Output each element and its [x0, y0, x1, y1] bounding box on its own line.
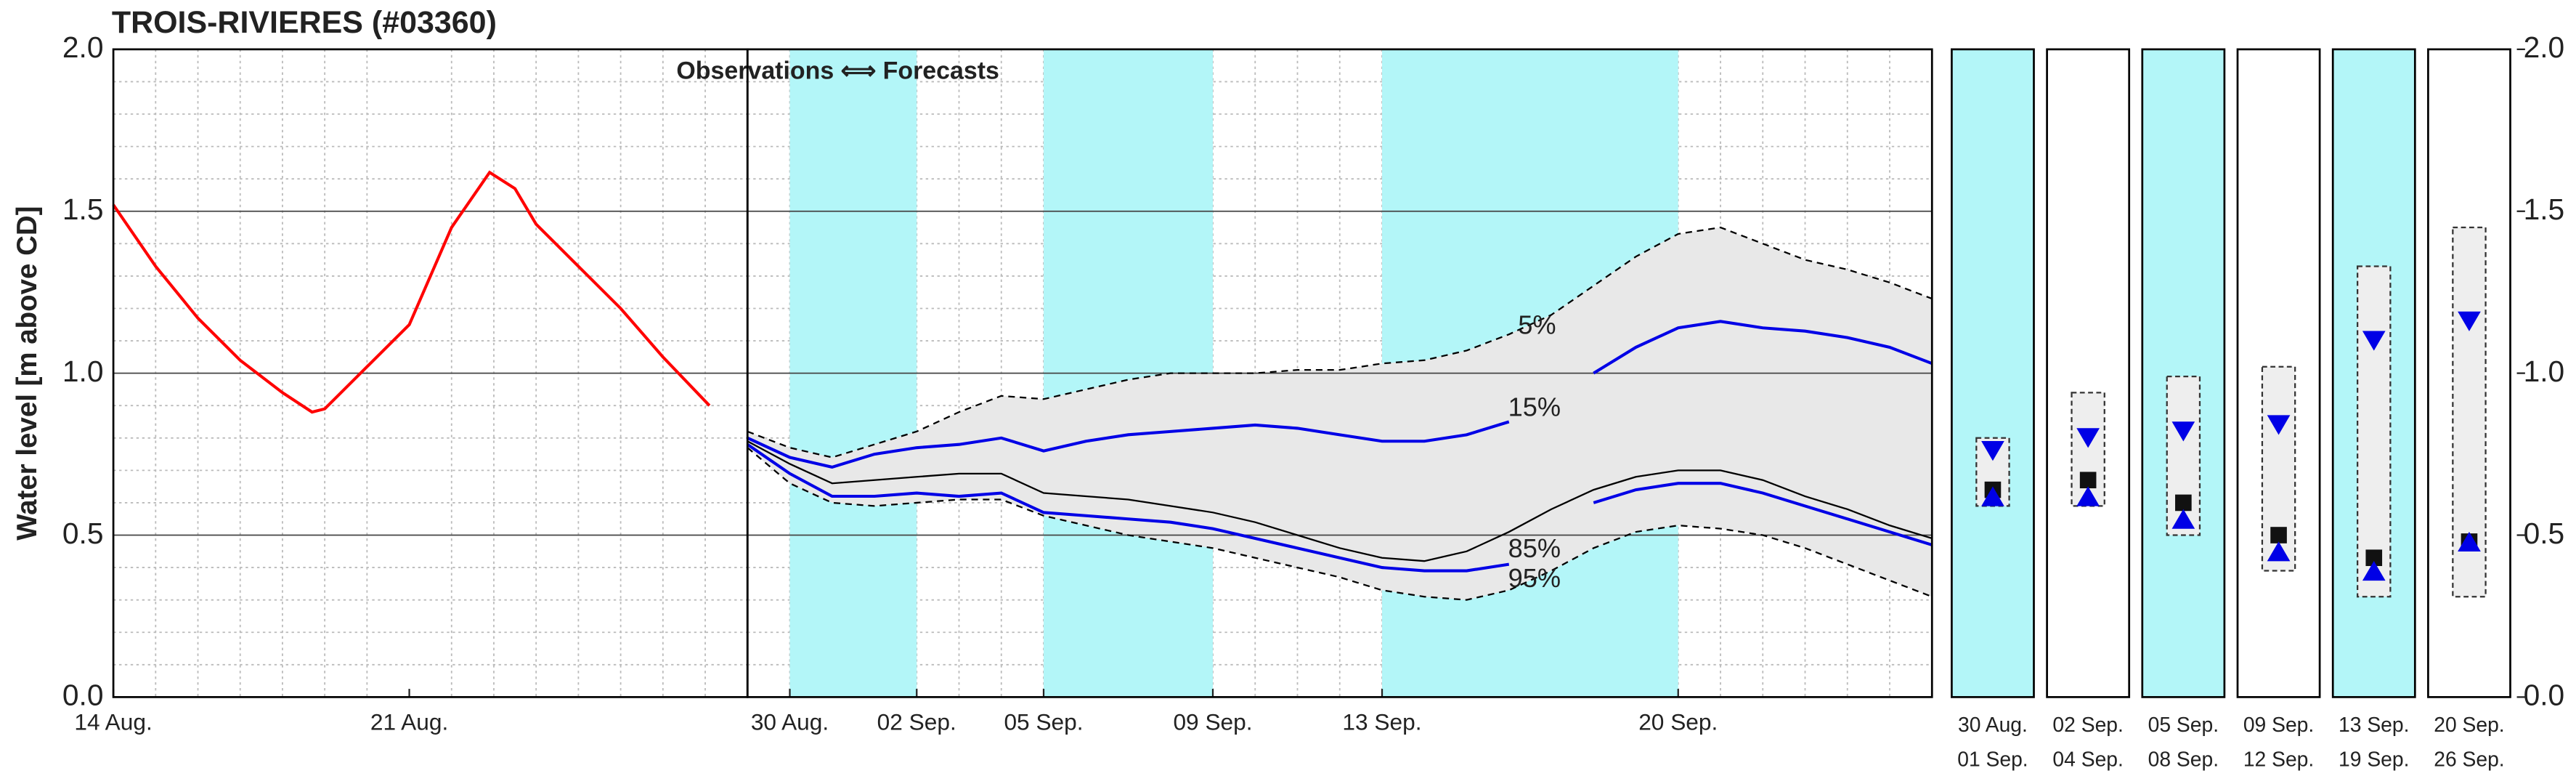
median-marker: [2079, 472, 2097, 489]
week-panel: 02 Sep. 04 Sep.: [2046, 48, 2131, 770]
upper-marker: [2076, 428, 2100, 448]
y-tick-label: 0.5: [2524, 517, 2565, 550]
series-line: [747, 440, 1933, 562]
week-end-label: 01 Sep.: [1957, 747, 2028, 770]
week-start-label: 05 Sep.: [2148, 713, 2219, 736]
week-start-label: 09 Sep.: [2243, 713, 2314, 736]
panel-frame: [1951, 48, 2035, 698]
median-marker: [2365, 549, 2383, 567]
upper-marker: [2171, 421, 2195, 442]
panel-frame: [2427, 48, 2511, 698]
panel-frame: [746, 48, 1933, 698]
y-tick-label: 2.0: [62, 31, 104, 64]
panel: 0.0 0.5 1.0 1.5 2.0 14 Aug. 21 Aug.: [62, 31, 749, 735]
series-line: [112, 170, 711, 414]
x-tick-label: 02 Sep.: [877, 709, 956, 735]
series-line: [747, 443, 1933, 573]
panel-frame: [2046, 48, 2131, 698]
y-tick-label: 1.0: [62, 355, 104, 388]
lower-marker: [2362, 560, 2386, 581]
y-tick-label: 2.0: [2524, 31, 2565, 64]
week-panel-bg: [1951, 49, 2034, 698]
x-tick-label: 21 Aug.: [370, 709, 448, 735]
y-tick-label: 1.5: [62, 193, 104, 226]
chart-title: TROIS-RIVIERES (#03360): [112, 5, 497, 40]
week-panel: 20 Sep. 26 Sep.: [2427, 48, 2511, 770]
week-start-label: 13 Sep.: [2339, 713, 2409, 736]
week-end-label: 04 Sep.: [2052, 747, 2123, 770]
x-tick-label: 13 Sep.: [1342, 709, 1421, 735]
week-panel-bg: [2047, 49, 2129, 698]
week-panel: 09 Sep. 12 Sep.: [2236, 48, 2321, 770]
y-tick-label: 1.0: [2524, 355, 2565, 388]
series-label: 85%: [1508, 533, 1561, 563]
upper-marker: [1981, 441, 2004, 461]
lower-marker: [2171, 509, 2195, 529]
lower-marker: [2458, 531, 2481, 552]
median-marker: [2175, 494, 2192, 512]
y-axis-label: Water level [m above CD]: [12, 206, 43, 541]
week-end-label: 26 Sep.: [2434, 747, 2504, 770]
y-tick-label: 0.0: [2524, 679, 2565, 712]
annotation: Observations ⟺ Forecasts: [676, 57, 999, 85]
y-tick-label: 0.0: [62, 679, 104, 712]
x-tick-label: 14 Aug.: [74, 709, 152, 735]
series-line: [747, 226, 1933, 458]
lower-marker: [1981, 486, 2004, 506]
lower-marker: [2267, 541, 2291, 562]
x-tick-label: 05 Sep.: [1004, 709, 1083, 735]
week-panel-bg: [2142, 49, 2224, 698]
week-panel: 05 Sep. 08 Sep.: [2141, 48, 2226, 770]
lower-marker: [2076, 486, 2100, 506]
y-tick-label: 0.5: [62, 517, 104, 550]
week-end-label: 19 Sep.: [2339, 747, 2409, 770]
week-end-label: 12 Sep.: [2243, 747, 2314, 770]
x-tick-label: 30 Aug.: [751, 709, 829, 735]
range-box: [2166, 375, 2201, 536]
week-start-label: 30 Aug.: [1958, 713, 2028, 736]
series-label: 15%: [1508, 392, 1561, 421]
week-panel: 13 Sep. 19 Sep.: [2331, 48, 2416, 770]
week-start-label: 20 Sep.: [2434, 713, 2504, 736]
series-line: [747, 320, 1933, 469]
panel-frame: [2331, 48, 2416, 698]
series-label: 5%: [1518, 310, 1556, 339]
uncertainty-band: [747, 227, 1933, 600]
x-tick-label: 09 Sep.: [1173, 709, 1252, 735]
panel-frame: [2141, 48, 2226, 698]
series-label: 95%: [1508, 563, 1561, 593]
panel-frame: [2236, 48, 2321, 698]
upper-marker: [2362, 331, 2386, 351]
week-panel: 30 Aug. 01 Sep.: [1951, 48, 2035, 770]
range-box: [2357, 265, 2392, 598]
y-tick-label: 1.5: [2524, 193, 2565, 226]
median-marker: [2270, 527, 2287, 543]
upper-marker: [2458, 311, 2481, 331]
upper-marker: [2267, 415, 2291, 435]
panel: 30 Aug. 02 Sep. 05 Sep. 09 Sep. 13 Sep. 20 Se…: [676, 48, 1933, 735]
week-end-label: 08 Sep.: [2148, 747, 2219, 770]
week-start-label: 02 Sep.: [2052, 713, 2123, 736]
x-tick-label: 20 Sep.: [1638, 709, 1718, 735]
